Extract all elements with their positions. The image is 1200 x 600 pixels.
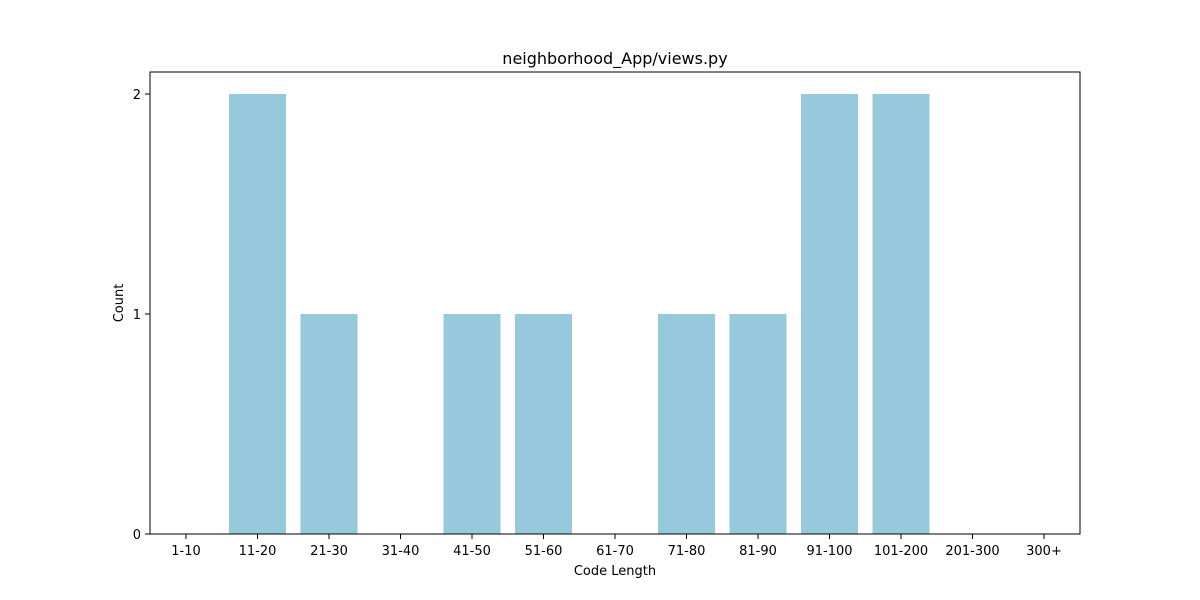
x-tick-label: 81-90 xyxy=(739,544,777,559)
bar-91-100 xyxy=(801,94,858,534)
x-tick-label: 31-40 xyxy=(382,544,420,559)
y-tick-label: 1 xyxy=(133,308,141,323)
bar-81-90 xyxy=(729,314,787,534)
bar-101-200 xyxy=(872,94,930,534)
bar-41-50 xyxy=(443,314,501,534)
bar-51-60 xyxy=(515,314,572,534)
bar-11-20 xyxy=(229,94,286,534)
x-tick-label: 51-60 xyxy=(525,544,563,559)
chart-title: neighborhood_App/views.py xyxy=(502,49,727,69)
bars-group xyxy=(229,94,930,534)
x-tick-label: 1-10 xyxy=(171,544,201,559)
x-tick-label: 101-200 xyxy=(874,544,928,559)
y-tick-label: 0 xyxy=(133,528,141,543)
bar-21-30 xyxy=(300,314,358,534)
y-axis-ticks: 0 1 2 xyxy=(133,88,150,543)
y-tick-label: 2 xyxy=(133,88,141,103)
x-tick-label: 11-20 xyxy=(239,544,277,559)
bar-71-80 xyxy=(658,314,715,534)
x-tick-label: 61-70 xyxy=(596,544,634,559)
x-tick-label: 201-300 xyxy=(945,544,999,559)
x-tick-label: 71-80 xyxy=(668,544,706,559)
y-axis-label: Count xyxy=(112,284,127,323)
x-tick-label: 21-30 xyxy=(310,544,348,559)
x-tick-label: 91-100 xyxy=(806,544,852,559)
x-tick-label: 300+ xyxy=(1026,544,1062,559)
x-tick-label: 41-50 xyxy=(453,544,491,559)
x-axis-ticks: 1-10 11-20 21-30 31-40 41-50 51-60 61-70 71-80 8… xyxy=(171,534,1062,559)
x-axis-label: Code Length xyxy=(574,564,656,579)
plot-area-frame xyxy=(149,71,1081,535)
